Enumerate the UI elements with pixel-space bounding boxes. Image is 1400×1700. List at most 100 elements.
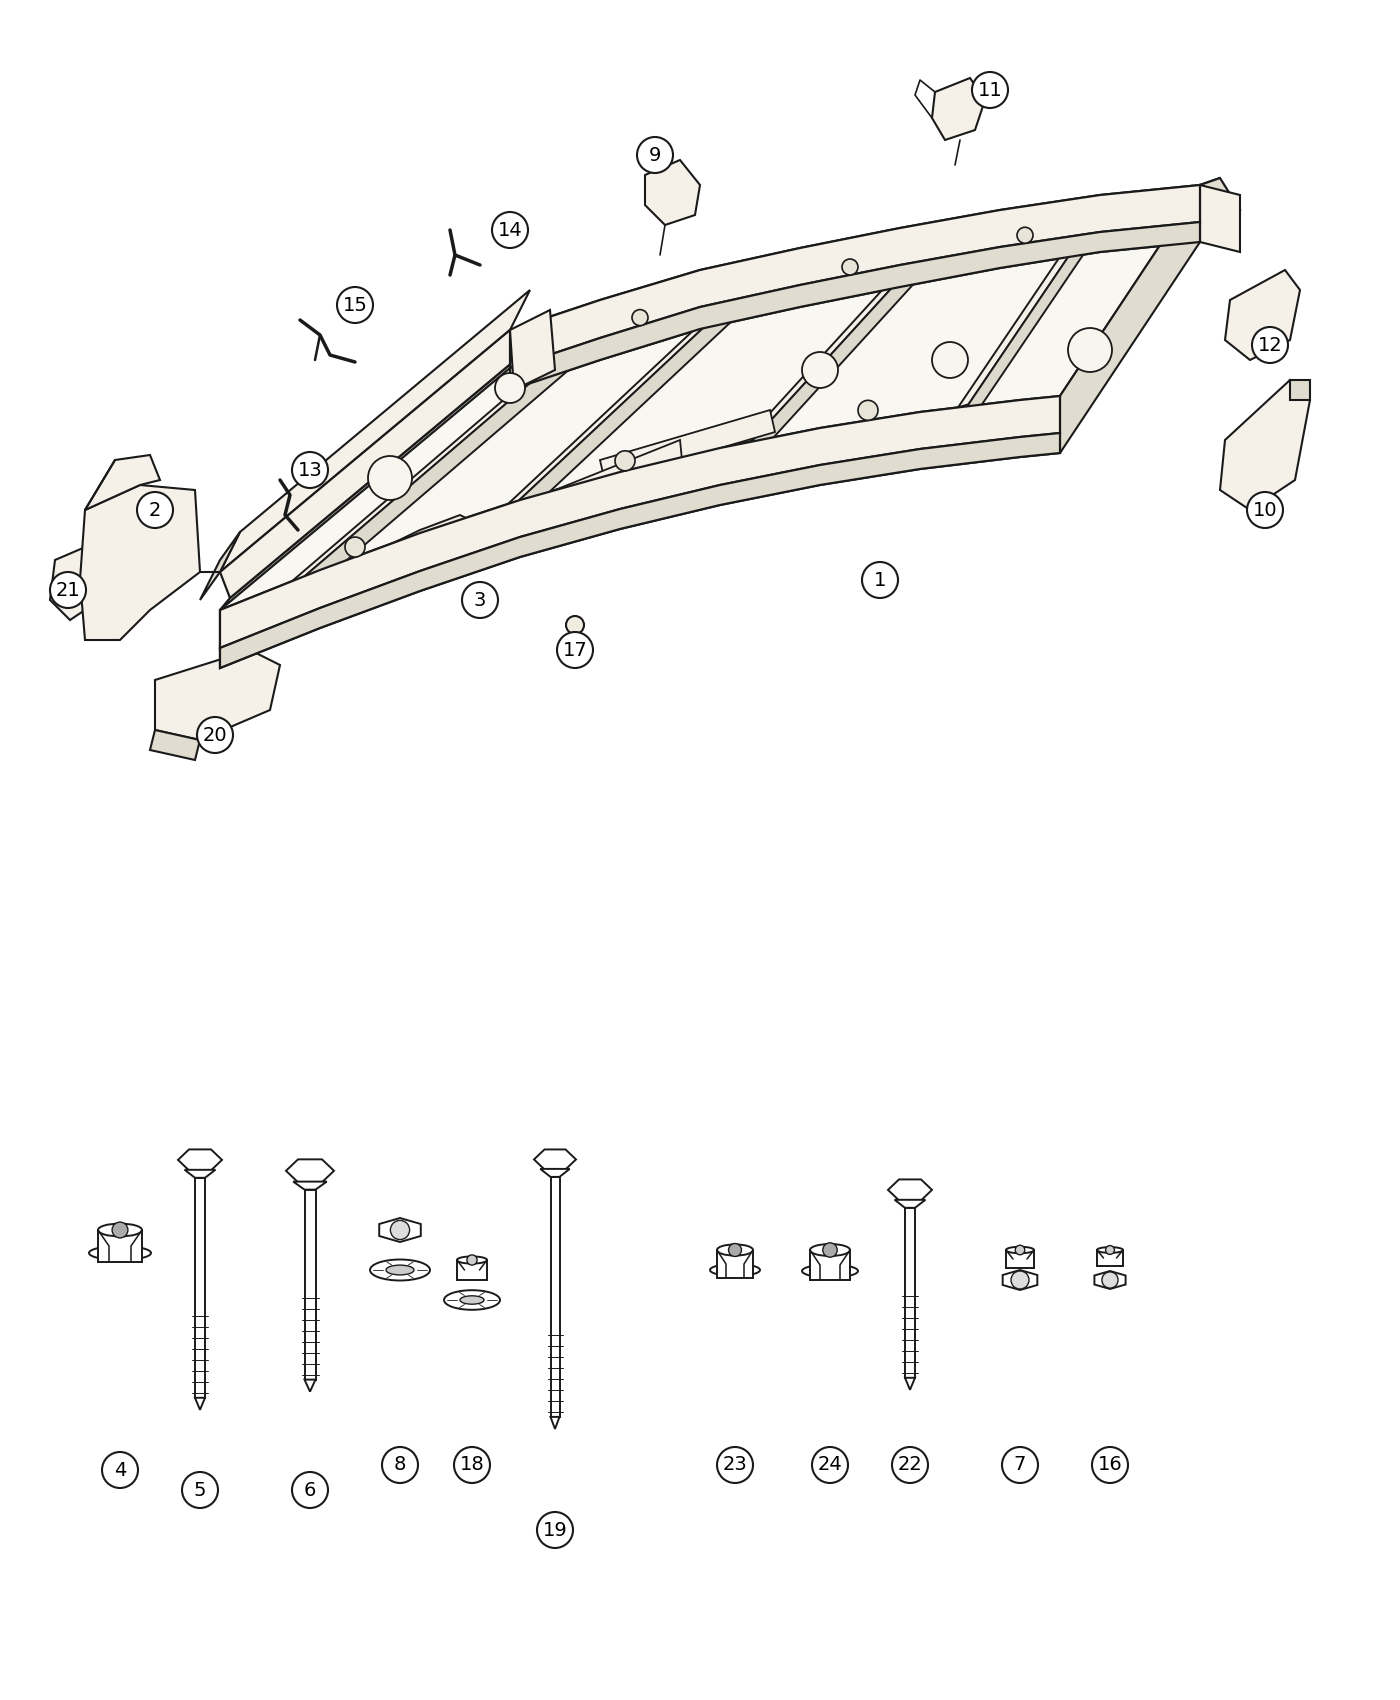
Polygon shape bbox=[1219, 381, 1310, 510]
Circle shape bbox=[344, 537, 365, 558]
Text: 21: 21 bbox=[56, 580, 80, 600]
Polygon shape bbox=[1002, 1270, 1037, 1290]
Polygon shape bbox=[302, 348, 571, 598]
Circle shape bbox=[182, 1472, 218, 1508]
Polygon shape bbox=[1060, 178, 1219, 396]
Circle shape bbox=[337, 287, 372, 323]
Polygon shape bbox=[85, 456, 160, 510]
Circle shape bbox=[823, 1243, 837, 1258]
Polygon shape bbox=[1289, 381, 1310, 400]
Circle shape bbox=[197, 717, 232, 753]
Polygon shape bbox=[510, 185, 1200, 367]
Polygon shape bbox=[550, 1416, 560, 1430]
Text: 16: 16 bbox=[1098, 1455, 1123, 1474]
Text: 7: 7 bbox=[1014, 1455, 1026, 1474]
Circle shape bbox=[1016, 228, 1033, 243]
Ellipse shape bbox=[461, 1295, 484, 1304]
Ellipse shape bbox=[717, 1244, 753, 1256]
Polygon shape bbox=[904, 1377, 916, 1391]
Ellipse shape bbox=[710, 1265, 760, 1277]
Polygon shape bbox=[1200, 178, 1240, 218]
Circle shape bbox=[1068, 328, 1112, 372]
Polygon shape bbox=[80, 484, 200, 639]
Circle shape bbox=[932, 342, 967, 377]
Polygon shape bbox=[220, 396, 1060, 648]
Ellipse shape bbox=[444, 1290, 500, 1309]
Polygon shape bbox=[305, 1380, 315, 1392]
Text: 10: 10 bbox=[1253, 500, 1277, 520]
Text: 8: 8 bbox=[393, 1455, 406, 1474]
Circle shape bbox=[1252, 326, 1288, 364]
Polygon shape bbox=[895, 1200, 925, 1207]
Polygon shape bbox=[510, 185, 1200, 367]
Circle shape bbox=[858, 400, 878, 420]
Circle shape bbox=[841, 258, 858, 275]
Circle shape bbox=[368, 456, 412, 500]
Text: 11: 11 bbox=[977, 80, 1002, 100]
Text: 6: 6 bbox=[304, 1481, 316, 1499]
Circle shape bbox=[1102, 1272, 1119, 1289]
Polygon shape bbox=[220, 396, 1060, 648]
Circle shape bbox=[496, 372, 525, 403]
Text: 24: 24 bbox=[818, 1455, 843, 1474]
Text: 9: 9 bbox=[648, 146, 661, 165]
Text: 1: 1 bbox=[874, 571, 886, 590]
Circle shape bbox=[466, 1255, 477, 1265]
Circle shape bbox=[1247, 491, 1282, 529]
Circle shape bbox=[637, 138, 673, 173]
Polygon shape bbox=[185, 1170, 216, 1178]
Text: 3: 3 bbox=[473, 590, 486, 610]
Polygon shape bbox=[510, 223, 1200, 389]
Polygon shape bbox=[200, 532, 239, 600]
Polygon shape bbox=[811, 1250, 850, 1280]
Polygon shape bbox=[235, 515, 480, 649]
Polygon shape bbox=[550, 1176, 560, 1416]
Polygon shape bbox=[220, 291, 531, 571]
Circle shape bbox=[972, 71, 1008, 109]
Ellipse shape bbox=[98, 1224, 141, 1236]
Text: 13: 13 bbox=[298, 461, 322, 479]
Polygon shape bbox=[1098, 1250, 1123, 1266]
Text: 18: 18 bbox=[459, 1455, 484, 1474]
Circle shape bbox=[462, 581, 498, 619]
Polygon shape bbox=[195, 1397, 204, 1409]
Polygon shape bbox=[540, 1170, 570, 1176]
Polygon shape bbox=[753, 260, 917, 461]
Polygon shape bbox=[533, 1149, 575, 1170]
Polygon shape bbox=[510, 309, 554, 389]
Polygon shape bbox=[480, 440, 682, 541]
Text: 2: 2 bbox=[148, 500, 161, 520]
Ellipse shape bbox=[1007, 1246, 1035, 1253]
Polygon shape bbox=[1225, 270, 1301, 360]
Polygon shape bbox=[305, 1190, 315, 1380]
Polygon shape bbox=[50, 546, 105, 620]
Circle shape bbox=[454, 1447, 490, 1482]
Polygon shape bbox=[286, 1159, 335, 1182]
Circle shape bbox=[1015, 1244, 1025, 1255]
Circle shape bbox=[112, 1222, 127, 1238]
Circle shape bbox=[717, 1447, 753, 1482]
Polygon shape bbox=[1007, 1250, 1035, 1268]
Text: 17: 17 bbox=[563, 641, 588, 660]
Polygon shape bbox=[98, 1231, 141, 1261]
Circle shape bbox=[862, 563, 897, 598]
Circle shape bbox=[566, 615, 584, 634]
Text: 19: 19 bbox=[543, 1520, 567, 1540]
Ellipse shape bbox=[386, 1265, 414, 1275]
Polygon shape bbox=[155, 649, 280, 740]
Polygon shape bbox=[178, 1149, 223, 1170]
Polygon shape bbox=[645, 160, 700, 224]
Text: 23: 23 bbox=[722, 1455, 748, 1474]
Polygon shape bbox=[969, 233, 1085, 425]
Ellipse shape bbox=[370, 1260, 430, 1280]
Polygon shape bbox=[508, 299, 735, 503]
Ellipse shape bbox=[811, 1244, 850, 1256]
Circle shape bbox=[1106, 1246, 1114, 1255]
Polygon shape bbox=[518, 299, 735, 520]
Circle shape bbox=[892, 1447, 928, 1482]
Polygon shape bbox=[1060, 185, 1200, 452]
Circle shape bbox=[802, 352, 839, 388]
Polygon shape bbox=[220, 434, 1060, 668]
Circle shape bbox=[293, 1472, 328, 1508]
Circle shape bbox=[631, 309, 648, 326]
